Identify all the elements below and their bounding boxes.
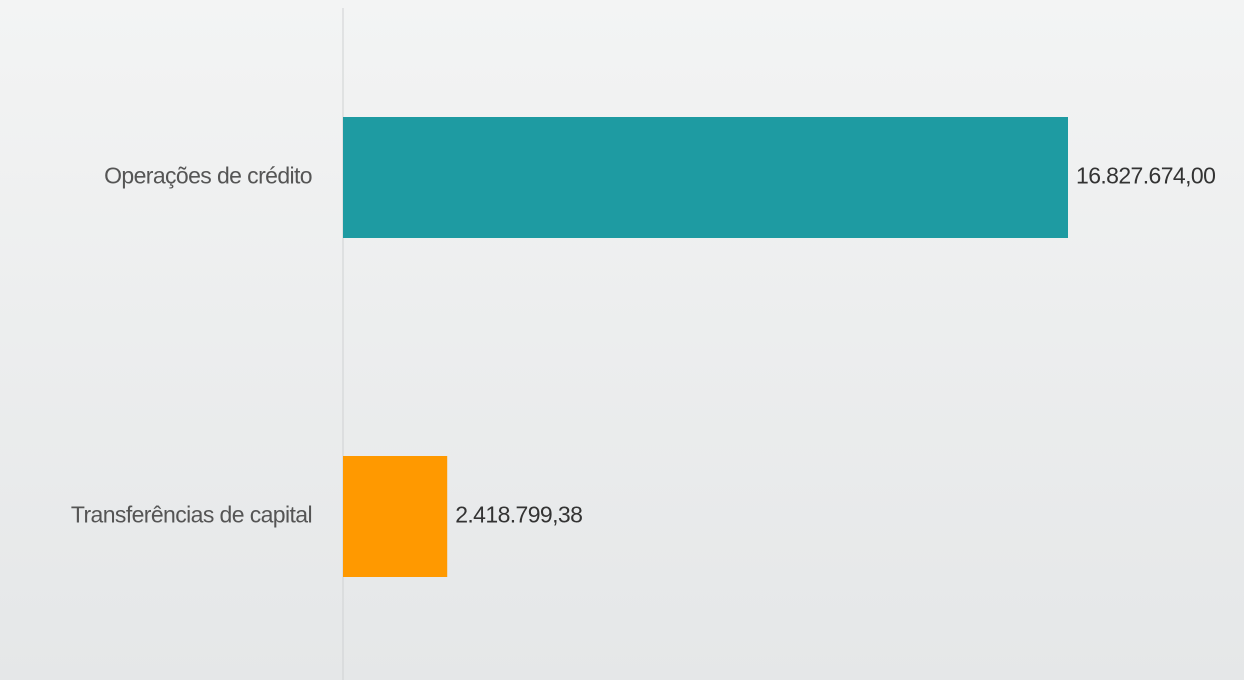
category-label: Transferências de capital: [71, 502, 312, 528]
value-label: 2.418.799,38: [455, 502, 582, 528]
value-label: 16.827.674,00: [1076, 163, 1215, 189]
bar: [343, 117, 1068, 238]
bar: [343, 456, 448, 577]
category-label: Operações de crédito: [104, 163, 312, 189]
